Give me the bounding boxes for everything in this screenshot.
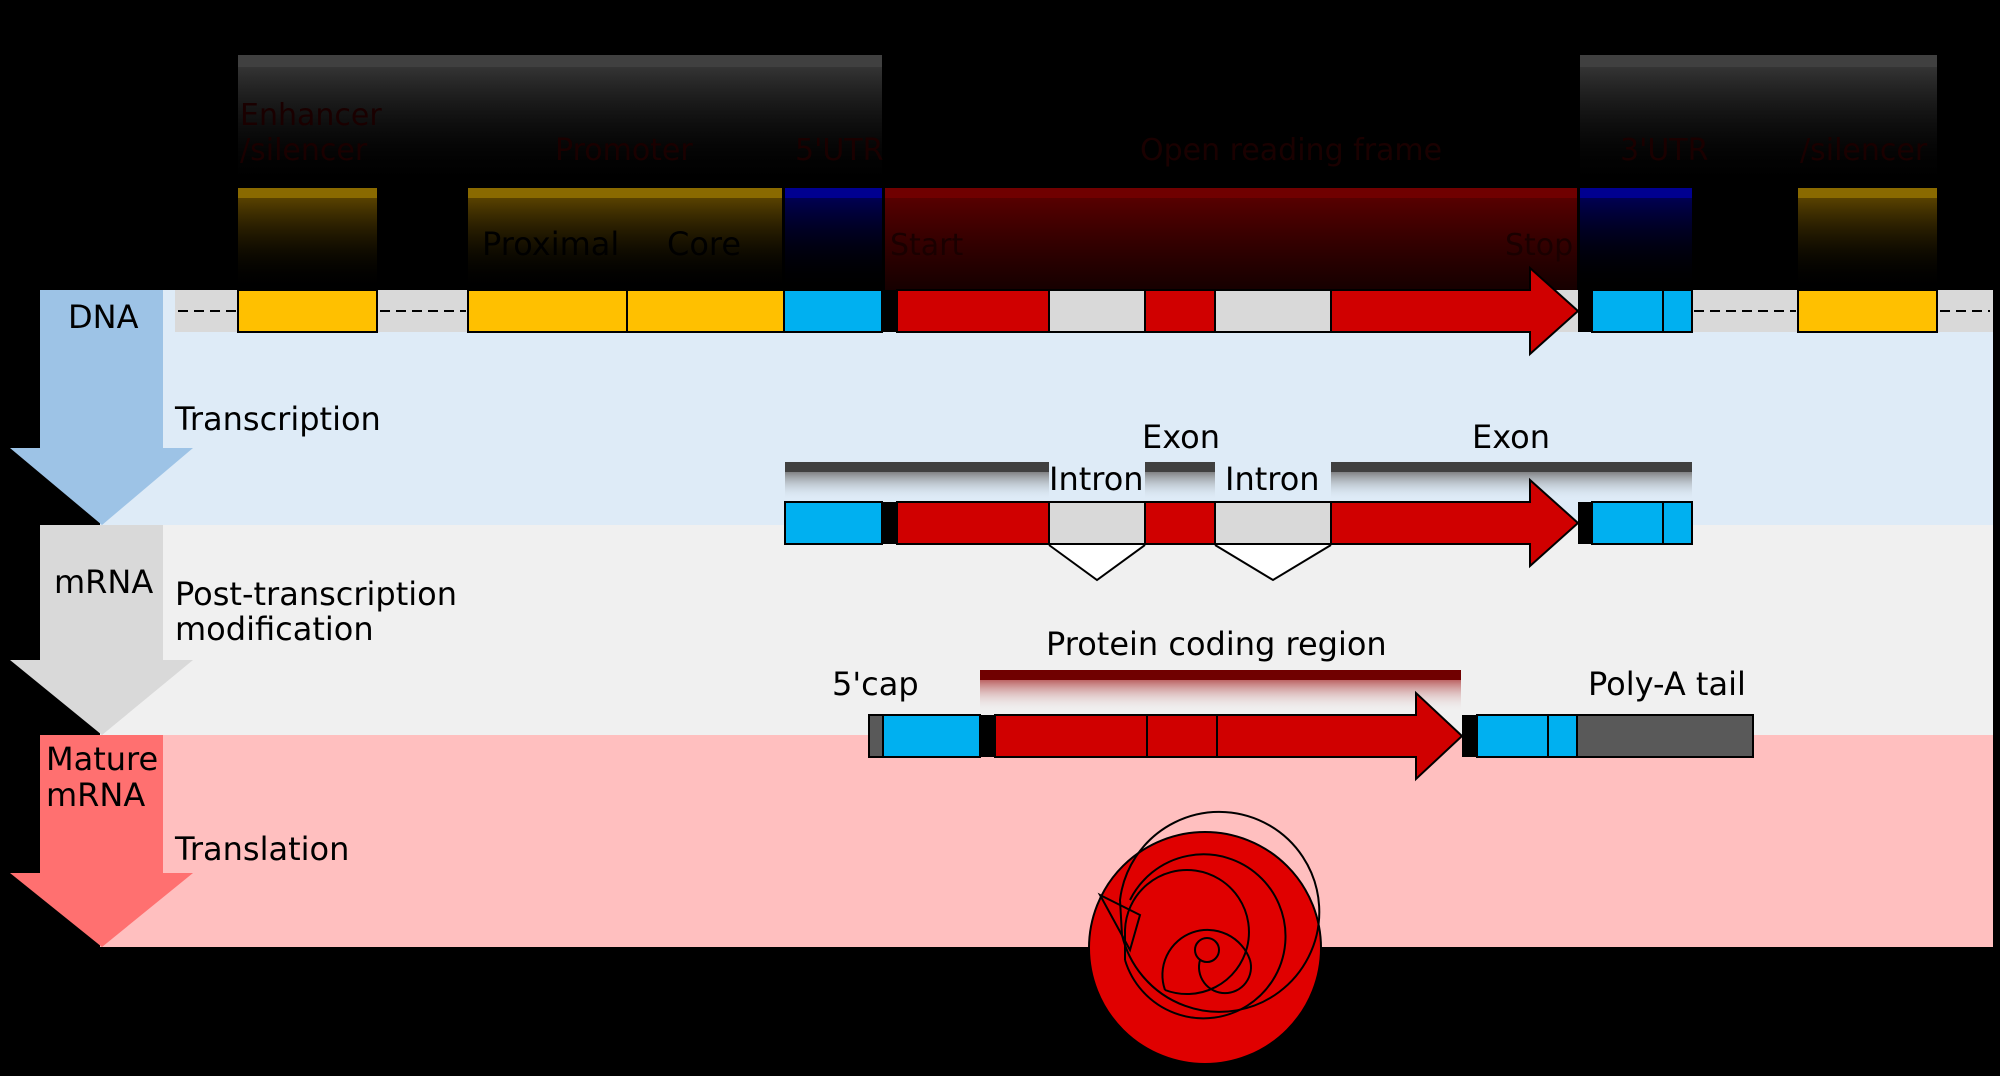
- premrna-exon1: [896, 501, 1050, 545]
- enhancer-left-cap: [238, 188, 377, 198]
- utr3-shade: [1580, 188, 1692, 290]
- premrna-utr5: [784, 501, 883, 545]
- post-transcription-label-line2: modification: [175, 610, 374, 648]
- mature-five-cap: [868, 714, 884, 758]
- right-header-shade: [1580, 67, 1937, 187]
- stop-label: Stop: [1505, 228, 1573, 263]
- dna-start-codon: [882, 290, 897, 332]
- promoter-shade: [468, 188, 782, 290]
- mature-exon2: [1146, 714, 1218, 758]
- mature-poly-a-tail: [1576, 714, 1754, 758]
- dna-utr5: [783, 289, 883, 333]
- splice-wedge-1: [1048, 544, 1146, 582]
- premrna-exon3-arrow: [1330, 477, 1580, 569]
- dna-intron2: [1214, 289, 1332, 333]
- dna-exon1: [896, 289, 1050, 333]
- poly-a-tail-label: Poly-A tail: [1588, 665, 1746, 703]
- dna-proximal: [467, 289, 628, 333]
- exon1-bracket-shade: [785, 472, 1049, 500]
- mrna-stage-label: mRNA: [54, 563, 153, 601]
- enhancer-right-shade: [1798, 188, 1937, 290]
- premrna-utr3: [1591, 501, 1693, 545]
- mrna-stage-arrow: [10, 525, 193, 735]
- five-cap-label: 5'cap: [832, 665, 919, 703]
- dna-exon3-arrow: [1330, 265, 1580, 357]
- dna-intron1: [1048, 289, 1146, 333]
- utr3-cap: [1580, 188, 1692, 198]
- mature-exon1: [994, 714, 1148, 758]
- premrna-stop: [1578, 502, 1592, 544]
- mature-mrna-stage-label-line1: Mature: [46, 740, 158, 778]
- left-header-shade: [238, 67, 882, 187]
- left-header-bar: [238, 55, 882, 67]
- dna-stop-codon: [1578, 290, 1592, 332]
- utr3-label: 3'UTR: [1620, 133, 1708, 168]
- exon-label-2: Exon: [1472, 418, 1550, 456]
- dna-enhancer-left: [237, 289, 378, 333]
- orf-cap: [885, 188, 1577, 198]
- protein-coding-bracket: [980, 670, 1461, 680]
- exon2-bracket-shade: [1145, 472, 1215, 500]
- transcription-label: Transcription: [174, 400, 381, 438]
- translation-label: Translation: [174, 830, 349, 868]
- intron-label-2: Intron: [1225, 460, 1320, 498]
- right-header-bar: [1580, 55, 1937, 67]
- mature-stage-arrow: [10, 735, 193, 947]
- protein-spiral-icon: [1088, 810, 1322, 1065]
- premrna-start: [882, 502, 897, 544]
- promoter-label: Promoter: [555, 133, 693, 168]
- orf-label: Open reading frame: [1140, 133, 1442, 168]
- exon1-bracket: [785, 462, 1049, 472]
- mature-exon3-arrow: [1216, 690, 1464, 782]
- dna-stage-label: DNA: [68, 298, 139, 336]
- dna-utr3: [1591, 289, 1693, 333]
- intron-label-1: Intron: [1049, 460, 1144, 498]
- enhancer-silencer-label-line1: Enhancer: [240, 98, 382, 133]
- exon2-bracket: [1145, 462, 1215, 472]
- orf-shade: [885, 188, 1577, 290]
- mature-stop: [1462, 715, 1477, 757]
- utr5-cap: [785, 188, 882, 198]
- mature-start: [980, 715, 995, 757]
- mature-utr5: [882, 714, 981, 758]
- utr5-shade: [785, 188, 882, 290]
- enhancer-left-shade: [238, 188, 377, 290]
- start-label: Start: [890, 228, 964, 263]
- dna-stage-arrow: [10, 290, 193, 525]
- premrna-exon2: [1144, 501, 1216, 545]
- exon3-bracket-shade: [1331, 472, 1692, 500]
- promoter-cap: [468, 188, 782, 198]
- protein-coding-bracket-shade: [980, 680, 1461, 712]
- mature-mrna-stage-label-line2: mRNA: [46, 776, 145, 814]
- premrna-intron2: [1214, 501, 1332, 545]
- core-label: Core: [667, 225, 741, 263]
- dna-exon2: [1144, 289, 1216, 333]
- splice-wedge-2: [1214, 544, 1332, 582]
- protein-coding-region-label: Protein coding region: [1046, 625, 1387, 663]
- mature-mrna-band: [100, 735, 1993, 947]
- enhancer-silencer-label-line2: /silencer: [240, 133, 368, 168]
- exon-label-1: Exon: [1142, 418, 1220, 456]
- exon3-bracket: [1331, 462, 1692, 472]
- premrna-intron1: [1048, 501, 1146, 545]
- post-transcription-label-line1: Post-transcription: [175, 575, 457, 613]
- proximal-label: Proximal: [482, 225, 619, 263]
- dna-enhancer-right: [1797, 289, 1938, 333]
- mature-utr3: [1476, 714, 1578, 758]
- enhancer-silencer-right-label: /silencer: [1800, 133, 1928, 168]
- utr5-label: 5'UTR: [795, 133, 883, 168]
- dna-core: [626, 289, 785, 333]
- enhancer-right-cap: [1798, 188, 1937, 198]
